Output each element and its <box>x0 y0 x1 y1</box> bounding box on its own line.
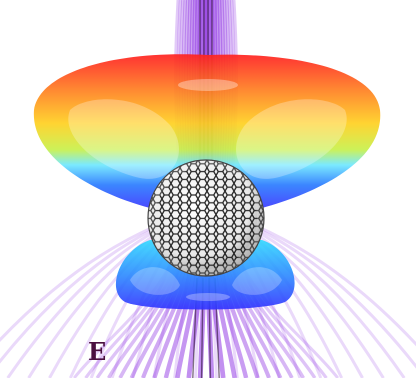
upper-radiation-lobe-icon <box>33 54 381 209</box>
hexagon-lattice-sphere-icon <box>147 159 265 277</box>
field-line-side <box>235 216 416 347</box>
panel-label: E <box>88 337 107 366</box>
field-line-side <box>0 216 177 343</box>
